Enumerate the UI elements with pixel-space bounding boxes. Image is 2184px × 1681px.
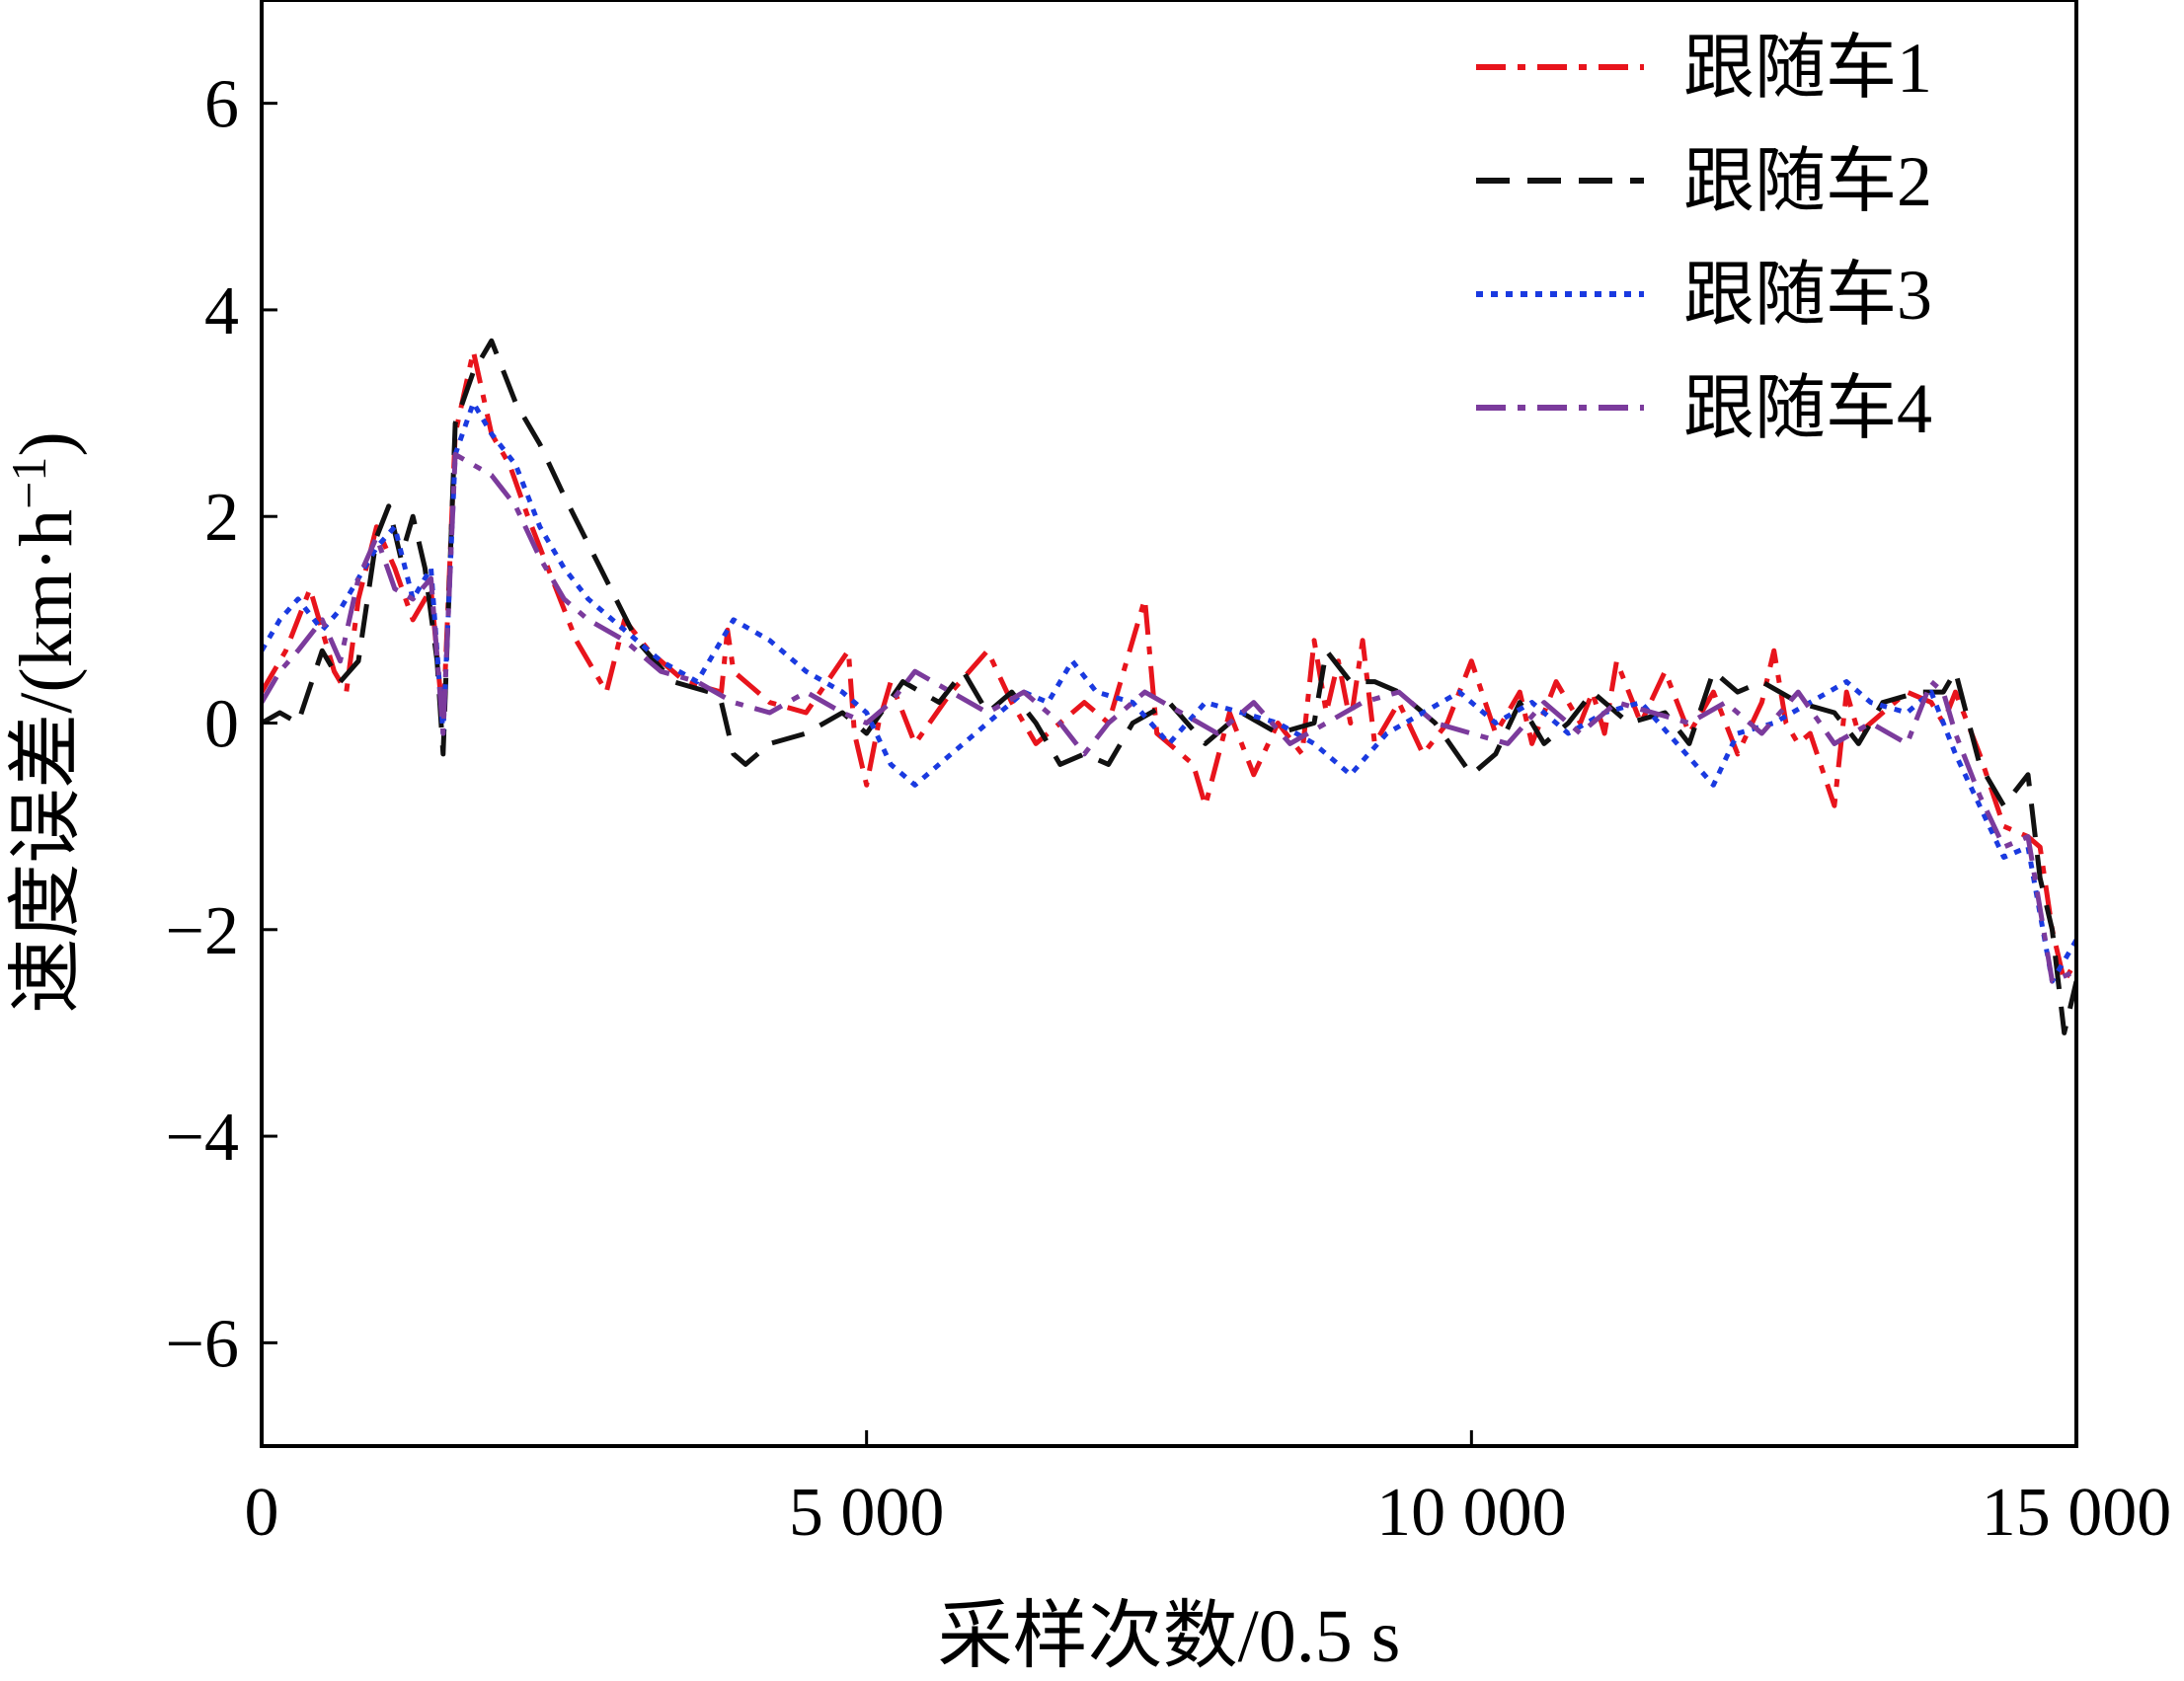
- x-tick-label-1: 5 000: [789, 1475, 945, 1551]
- y-axis-title-main: 速度误差/(km·h: [5, 509, 88, 1014]
- legend: 跟随车1 跟随车2 跟随车3 跟随车4: [1476, 29, 1932, 448]
- y-tick-label-5: 4: [204, 273, 239, 349]
- legend-label-1: 跟随车1: [1683, 29, 1932, 108]
- series-line-4: [262, 451, 2076, 984]
- legend-label-3: 跟随车3: [1683, 256, 1932, 335]
- series-line-1: [262, 348, 2076, 984]
- y-tick-label-2: −2: [166, 893, 239, 969]
- x-tick-label-3: 15 000: [1982, 1475, 2172, 1551]
- y-tick-label-1: −4: [166, 1100, 239, 1176]
- y-axis-title-superscript: −1: [1, 457, 56, 509]
- x-tick-label-2: 10 000: [1376, 1475, 1567, 1551]
- y-tick-label-4: 2: [204, 480, 239, 556]
- y-tick-label-3: 0: [204, 687, 239, 763]
- series-layer: [262, 338, 2076, 1035]
- legend-label-4: 跟随车4: [1683, 369, 1932, 448]
- x-tick-label-0: 0: [245, 1475, 279, 1551]
- y-tick-label-0: −6: [166, 1306, 239, 1382]
- series-line-3: [262, 400, 2076, 984]
- ticks-layer: 0 5 000 10 000 15 000 −6 −4 −2 0 2 4 6: [166, 67, 2172, 1551]
- y-axis-title: 速度误差/(km·h−1): [1, 431, 88, 1013]
- legend-label-2: 跟随车2: [1683, 142, 1932, 221]
- y-axis-title-tail: ): [5, 431, 88, 456]
- y-tick-label-6: 6: [204, 67, 239, 143]
- x-axis-title: 采样次数/0.5 s: [938, 1595, 1401, 1678]
